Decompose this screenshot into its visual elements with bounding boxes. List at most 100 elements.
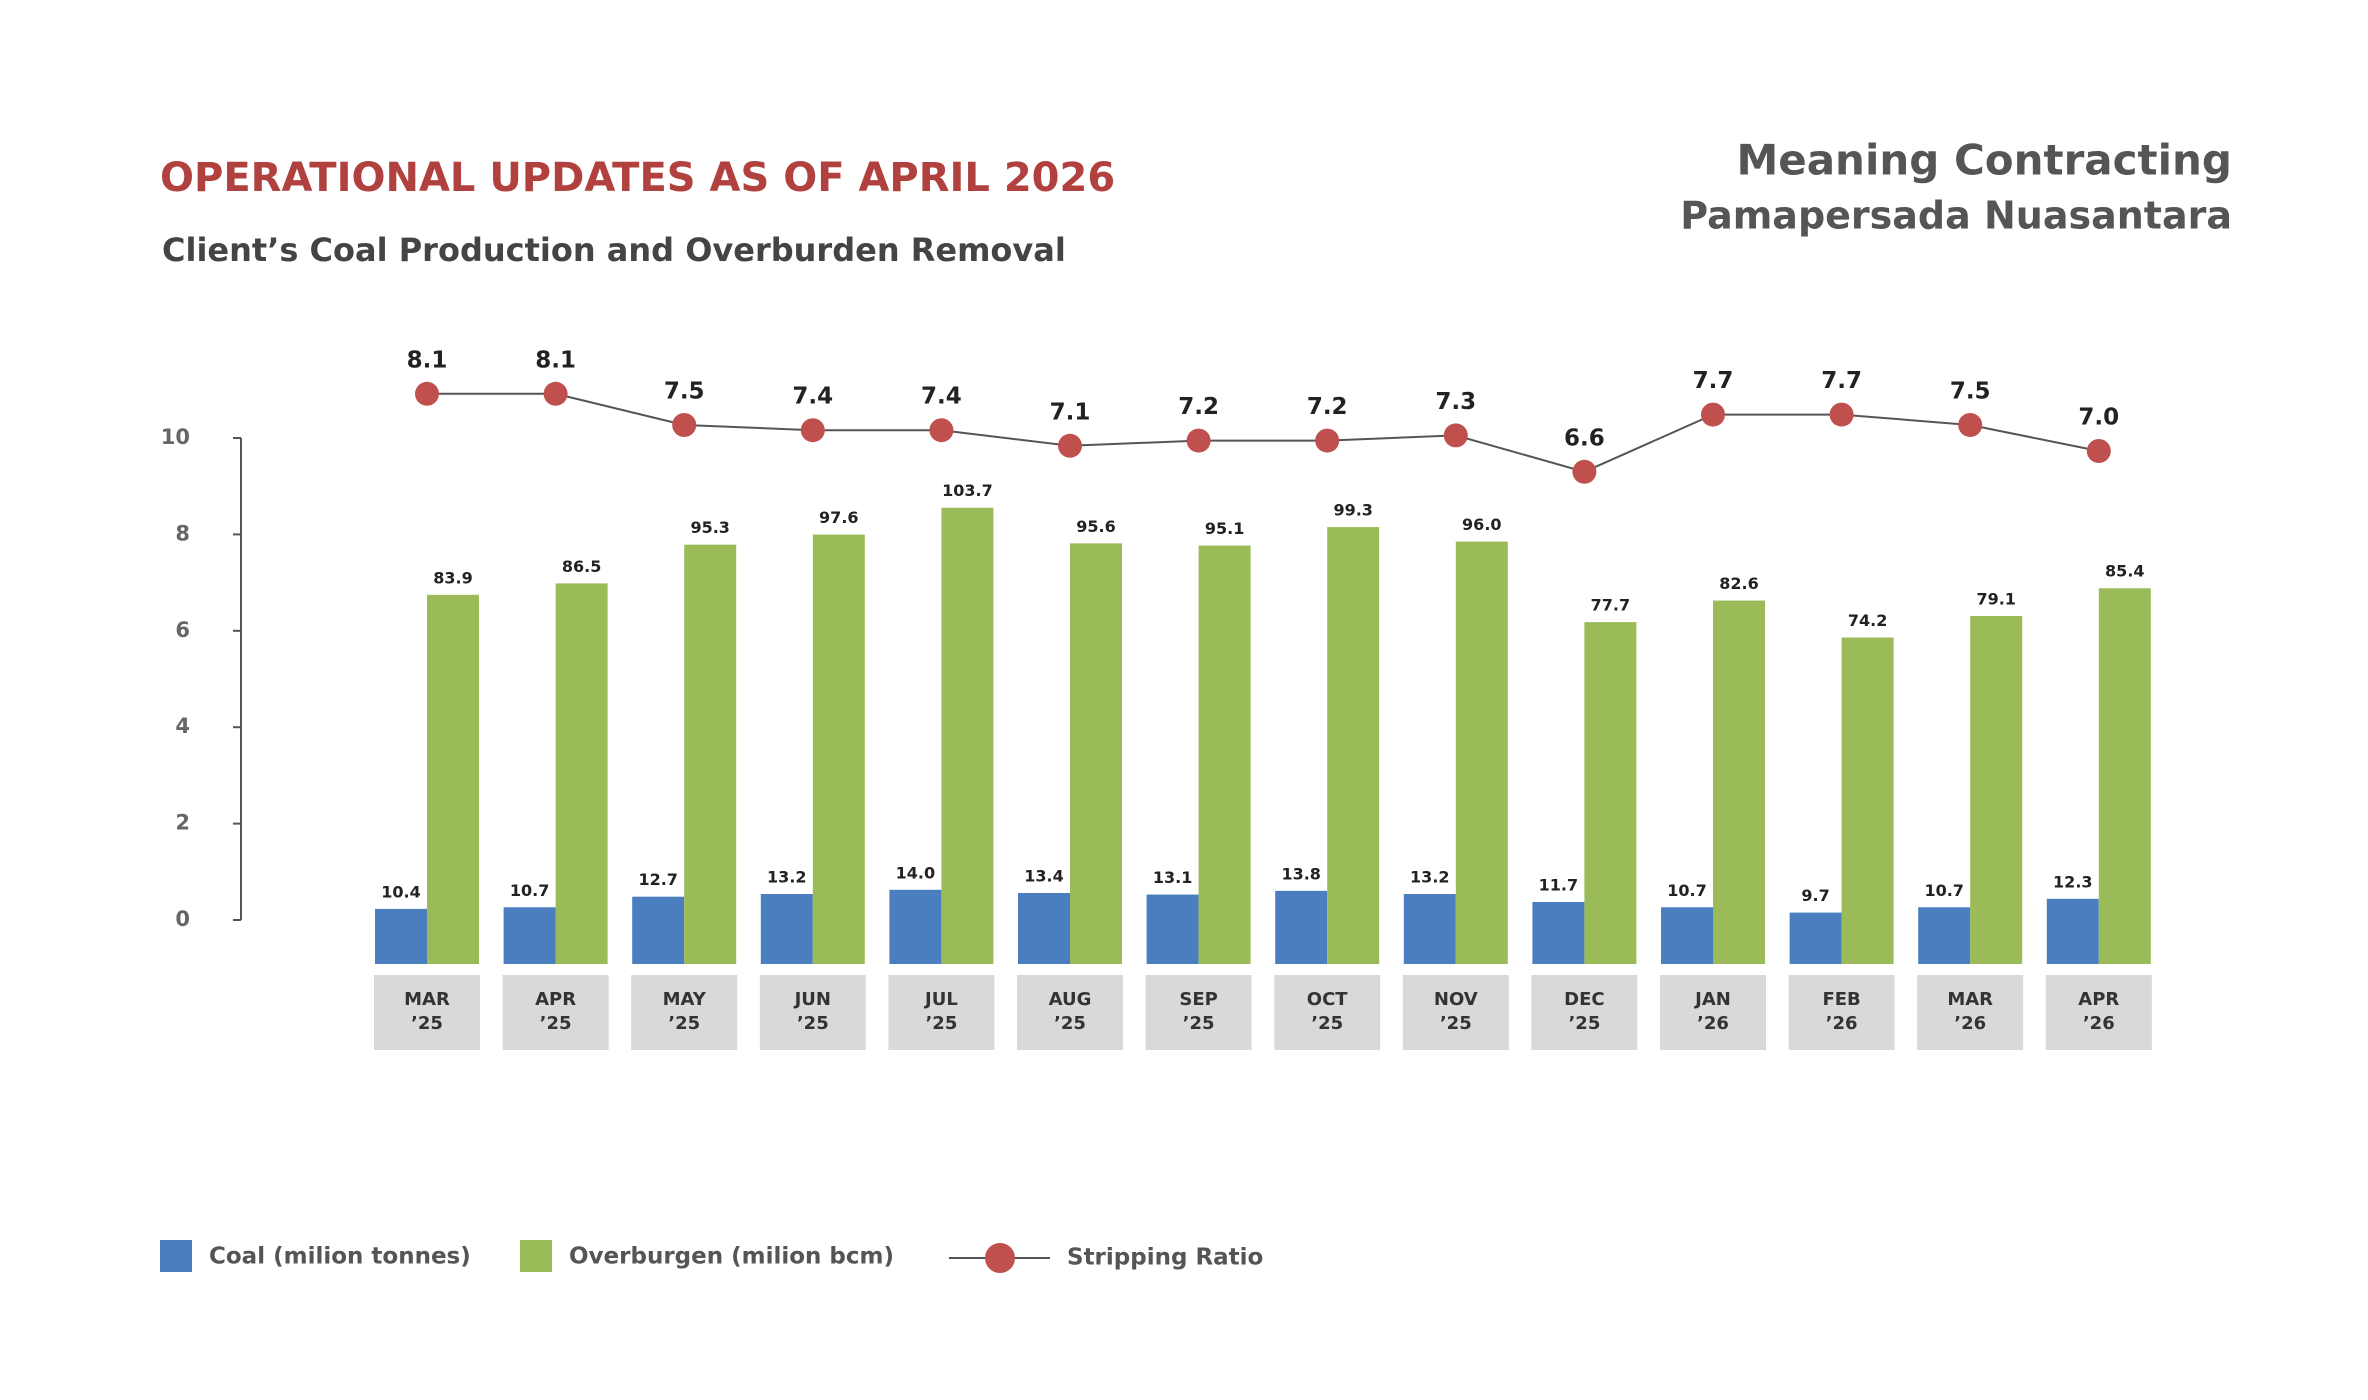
bar	[1918, 907, 1971, 964]
marker	[2086, 439, 2111, 463]
bar	[889, 889, 942, 964]
bar	[1713, 600, 1765, 964]
x-tick-label: MAR ’26	[1947, 989, 1993, 1034]
bar	[1584, 622, 1637, 964]
category-box	[1531, 975, 1638, 1050]
bar	[684, 544, 737, 964]
data-label: 79.1	[1976, 589, 2015, 608]
data-label: 9.7	[1801, 886, 1829, 905]
bar	[1661, 907, 1713, 964]
y-tick-label: 4	[175, 714, 190, 738]
data-label: 13.2	[1410, 868, 1449, 887]
data-label: 74.2	[1848, 611, 1887, 630]
y-tick-label: 8	[175, 521, 190, 545]
marker	[1572, 459, 1597, 484]
bar	[2046, 898, 2099, 964]
data-label: 13.1	[1153, 868, 1192, 887]
bar	[427, 594, 479, 964]
marker	[1701, 402, 1725, 427]
legend-swatch	[520, 1240, 552, 1272]
marker	[415, 381, 439, 406]
x-tick-label: FEB ’26	[1822, 989, 1860, 1034]
bar	[1789, 912, 1842, 964]
category-box	[888, 975, 995, 1050]
data-label: 12.7	[638, 870, 677, 889]
data-label: 7.5	[664, 379, 705, 405]
legend-label: Coal (milion tonnes)	[209, 1244, 471, 1270]
x-tick-label: JUN ’25	[793, 989, 831, 1034]
data-label: 6.6	[1564, 425, 1605, 451]
data-label: 77.7	[1591, 596, 1630, 615]
bar	[1532, 901, 1585, 964]
data-label: 7.4	[792, 384, 833, 410]
data-label: 10.7	[1924, 881, 1963, 900]
data-label: 96.0	[1462, 515, 1501, 534]
data-label: 11.7	[1539, 875, 1578, 894]
line	[427, 392, 2099, 473]
category-box	[1402, 975, 1509, 1050]
x-tick-label: APR ’26	[2078, 989, 2119, 1034]
bar	[1198, 545, 1251, 964]
data-label: 7.7	[1821, 368, 1862, 394]
chart-subtitle: Client’s Coal Production and Overburden …	[162, 231, 1066, 269]
legend-label: Stripping Ratio	[1067, 1245, 1263, 1271]
y-tick-label: 6	[175, 618, 190, 642]
marker	[1058, 433, 1082, 458]
data-label: 82.6	[1719, 574, 1758, 593]
category-box	[502, 975, 609, 1050]
category-box	[374, 975, 480, 1050]
bar	[503, 907, 556, 964]
bar	[1327, 527, 1380, 964]
y-tick-label: 10	[161, 425, 190, 449]
data-label: 85.4	[2105, 562, 2144, 581]
bar	[812, 534, 865, 964]
bar	[555, 583, 608, 964]
x-tick-label: APR ’25	[535, 989, 576, 1034]
category-box	[1788, 975, 1895, 1050]
marker	[672, 413, 697, 437]
data-label: 86.5	[562, 557, 601, 576]
x-tick-label: JUL ’25	[923, 989, 958, 1034]
bar	[632, 896, 685, 964]
data-label: 12.3	[2053, 872, 2092, 891]
data-label: 95.3	[690, 518, 729, 537]
legend-label: Overburgen (milion bcm)	[569, 1244, 894, 1270]
x-tick-label: MAR ’25	[404, 989, 450, 1034]
data-label: 95.6	[1076, 517, 1115, 536]
data-label: 7.2	[1307, 394, 1348, 420]
x-tick-label: NOV ’25	[1434, 989, 1478, 1034]
x-tick-label: DEC ’25	[1564, 989, 1604, 1034]
marker	[1958, 413, 1983, 437]
data-label: 99.3	[1333, 501, 1372, 520]
bar	[1403, 894, 1456, 964]
data-label: 8.1	[535, 347, 576, 373]
marker	[543, 381, 568, 406]
marker	[1443, 423, 1468, 448]
marker	[929, 418, 954, 443]
marker	[800, 418, 825, 443]
bar	[375, 908, 427, 964]
data-label: 7.3	[1435, 389, 1476, 415]
category-box	[759, 975, 866, 1050]
data-label: 7.1	[1050, 399, 1091, 425]
bar	[1146, 894, 1199, 964]
data-label: 7.2	[1178, 394, 1219, 420]
legend-marker	[985, 1243, 1015, 1273]
marker	[1829, 402, 1854, 427]
data-label: 13.2	[767, 868, 806, 887]
x-tick-label: JAN ’26	[1693, 989, 1731, 1034]
data-label: 14.0	[896, 863, 935, 882]
bar	[1970, 615, 2023, 964]
bar	[1455, 541, 1508, 964]
category-box	[1145, 975, 1252, 1050]
data-label: 10.7	[1667, 881, 1706, 900]
data-label: 7.5	[1950, 379, 1991, 405]
category-box	[1017, 975, 1123, 1050]
bar	[760, 894, 813, 964]
marker	[1315, 428, 1340, 453]
data-label: 95.1	[1205, 519, 1244, 538]
y-tick-label: 2	[175, 811, 190, 835]
bar	[941, 507, 994, 964]
category-box	[1274, 975, 1381, 1050]
